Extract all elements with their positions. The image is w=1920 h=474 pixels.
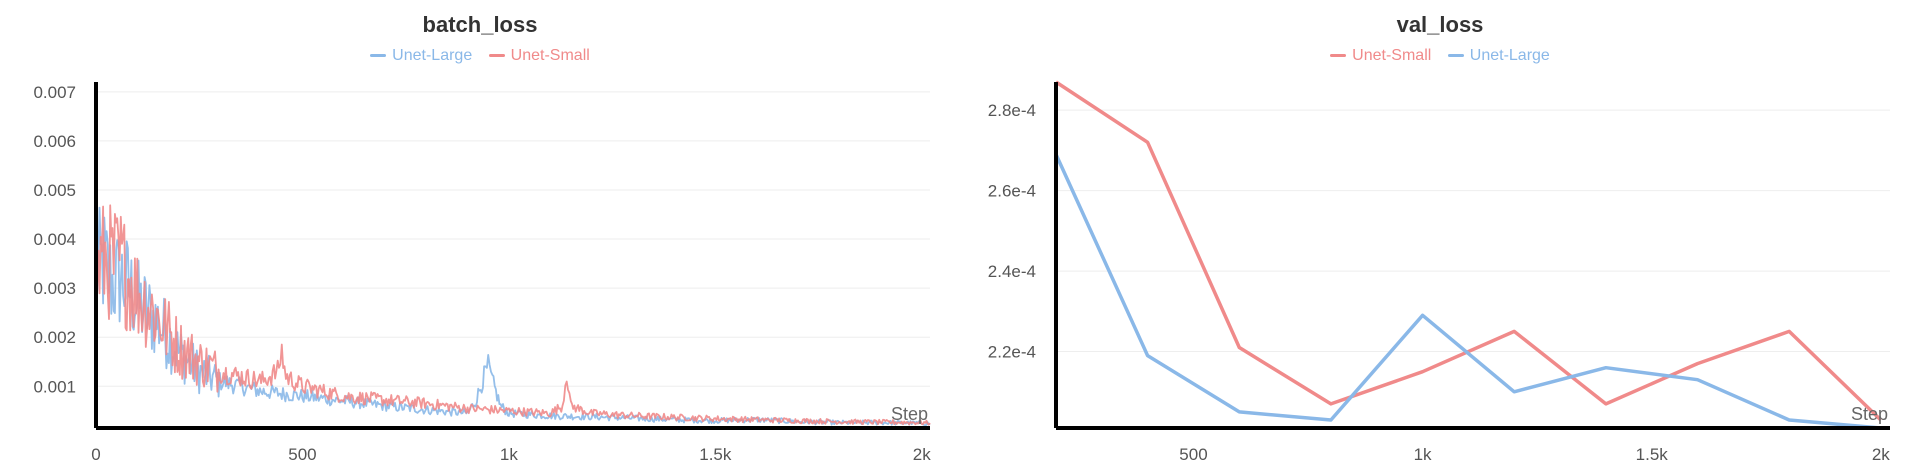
legend-item-unet-small[interactable]: Unet-Small	[488, 47, 590, 65]
y-tick-label: 0.004	[33, 230, 76, 249]
legend-swatch-icon	[488, 54, 505, 58]
y-tick-label: 0.007	[33, 83, 76, 102]
y-tick-label: 0.001	[33, 377, 76, 396]
legend-item-unet-large[interactable]: Unet-Large	[370, 47, 472, 65]
chart-title: batch_loss	[422, 12, 538, 37]
x-tick-label: 500	[288, 445, 316, 464]
legend-swatch-icon	[1330, 54, 1347, 58]
x-tick-label: 2k	[913, 445, 931, 464]
legend-label: Unet-Small	[510, 47, 590, 64]
val-loss-chart[interactable]: 2.2e-4 2.4e-4 2.6e-4 2.8e-4 500 1k 1.5k 2k Step	[960, 0, 1920, 474]
legend-label: Unet-Large	[1469, 47, 1550, 64]
series-line-unet-small	[95, 204, 931, 426]
y-tick-label: 0.002	[33, 328, 76, 347]
y-tick-label: 2.8e-4	[988, 101, 1036, 120]
legend-item-unet-small[interactable]: Unet-Small	[1330, 47, 1431, 65]
x-tick-label: 1.5k	[699, 445, 732, 464]
x-axis-label: Step	[891, 404, 928, 424]
legend-label: Unet-Large	[392, 47, 473, 64]
x-tick-label: 1.5k	[1636, 445, 1669, 464]
chart-title: val_loss	[1396, 12, 1484, 37]
y-tick-label: 2.4e-4	[988, 262, 1036, 281]
y-tick-label: 2.6e-4	[988, 182, 1036, 201]
x-tick-label: 500	[1179, 445, 1207, 464]
series-line-unet-large	[95, 206, 931, 427]
legend-swatch-icon	[370, 54, 387, 58]
legend-item-unet-large[interactable]: Unet-Large	[1447, 47, 1550, 65]
x-axis-label: Step	[1851, 404, 1888, 424]
y-tick-label: 0.006	[33, 132, 76, 151]
legend-label: Unet-Small	[1352, 47, 1432, 64]
x-tick-label: 2k	[1872, 445, 1890, 464]
batch-loss-chart[interactable]: 0.001 0.002 0.003 0.004 0.005 0.006 0.007 0 500 1…	[0, 0, 960, 474]
series-line-unet-large	[1054, 153, 1881, 430]
series-line-unet-small	[1055, 80, 1883, 422]
legend: Unet-Large Unet-Small	[0, 47, 960, 65]
y-tick-label: 0.005	[33, 181, 76, 200]
val-loss-panel: val_loss Unet-Small Unet-Large 2.2e-4 2.4…	[960, 0, 1920, 474]
y-tick-label: 2.2e-4	[988, 343, 1036, 362]
legend: Unet-Small Unet-Large	[960, 47, 1920, 65]
x-tick-label: 1k	[500, 445, 518, 464]
x-tick-label: 0	[91, 445, 100, 464]
y-tick-label: 0.003	[33, 279, 76, 298]
legend-swatch-icon	[1447, 54, 1464, 58]
x-tick-label: 1k	[1414, 445, 1432, 464]
batch-loss-panel: batch_loss Unet-Large Unet-Small 0.001 0.…	[0, 0, 960, 474]
